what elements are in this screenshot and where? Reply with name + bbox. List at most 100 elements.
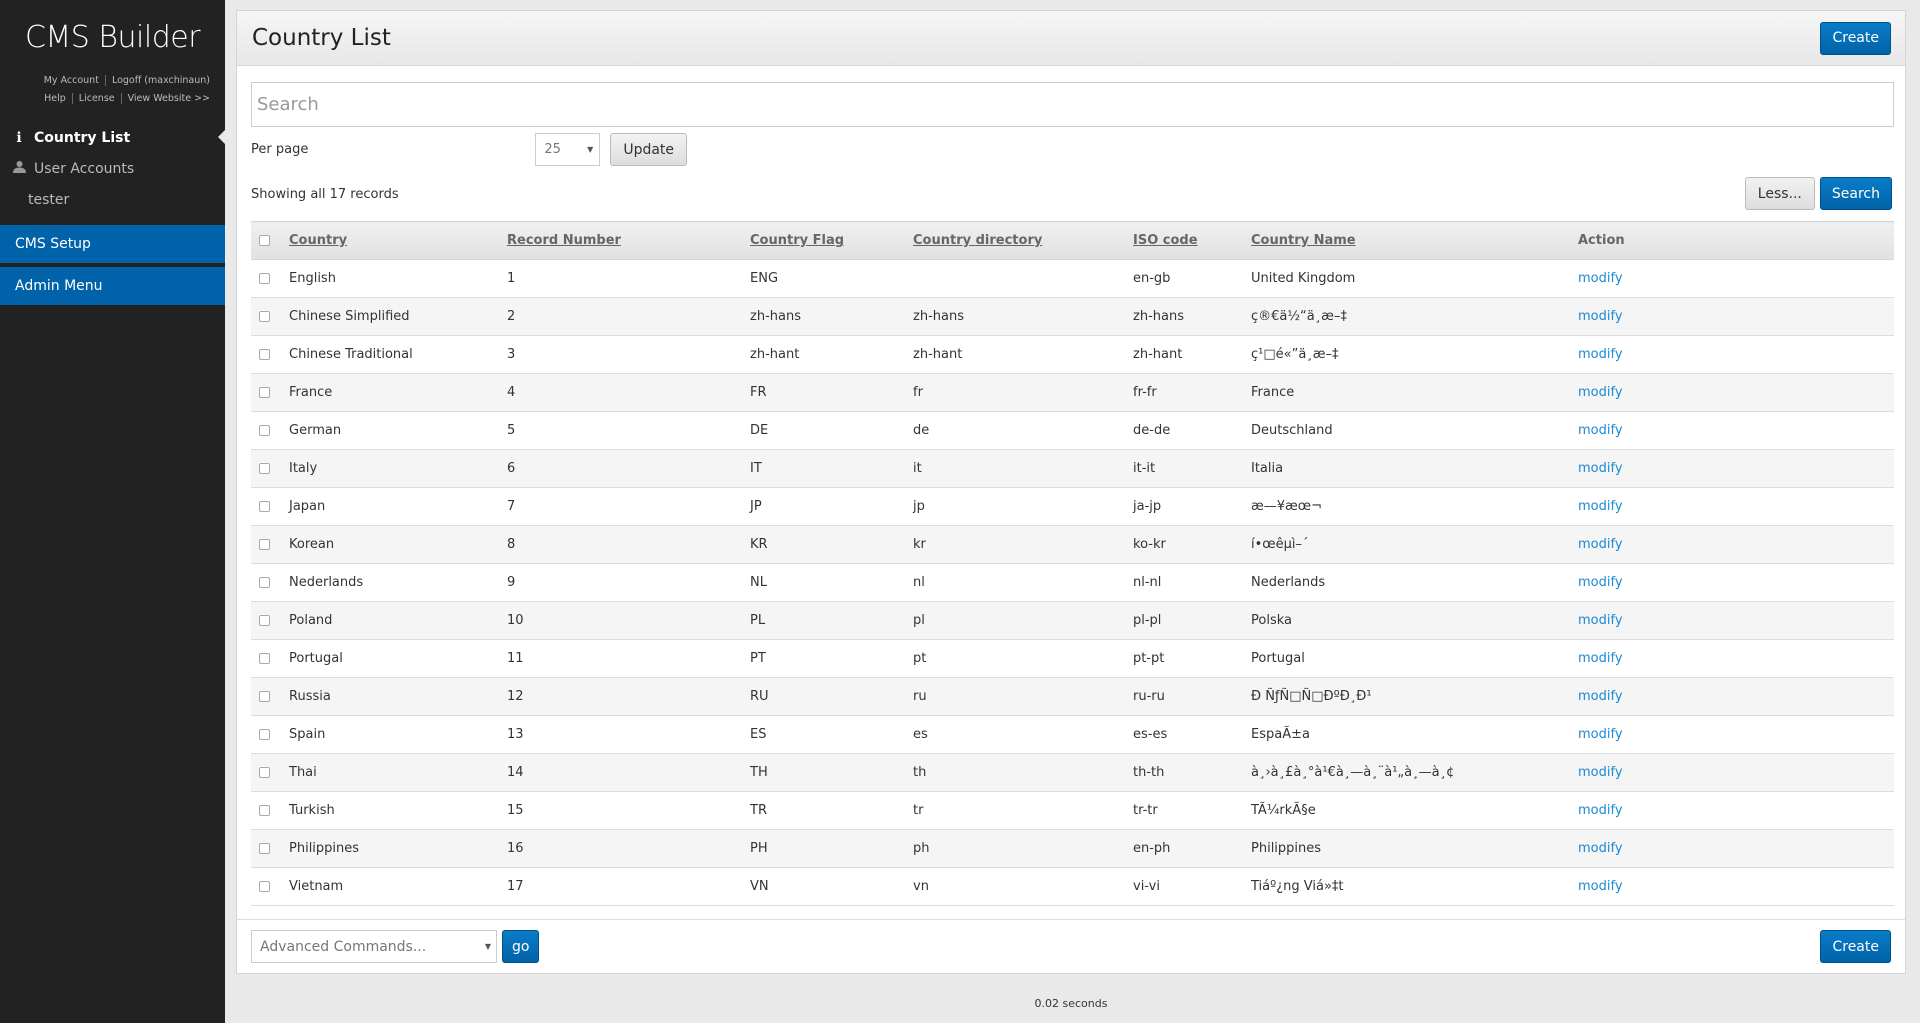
row-checkbox[interactable] — [259, 805, 270, 816]
table-cell: RU — [750, 677, 913, 716]
logoff-link[interactable]: Logoff (maxchinaun) — [111, 75, 210, 86]
my-account-link[interactable]: My Account — [43, 75, 99, 86]
row-checkbox[interactable] — [259, 729, 270, 740]
table-row: Poland 10 PL pl pl-pl Polska modify — [251, 601, 1894, 640]
table-cell: vi-vi — [1133, 867, 1251, 906]
row-checkbox[interactable] — [259, 767, 270, 778]
modify-link[interactable]: modify — [1578, 271, 1623, 286]
info-icon: ℹ — [16, 129, 22, 146]
table-cell: France — [289, 373, 507, 412]
table-cell: modify — [1578, 297, 1894, 336]
advanced-commands-select[interactable]: Advanced Commands... ▼ — [251, 930, 497, 963]
row-checkbox[interactable] — [259, 691, 270, 702]
modify-link[interactable]: modify — [1578, 347, 1623, 362]
row-checkbox[interactable] — [259, 653, 270, 664]
go-button[interactable]: go — [502, 930, 540, 963]
per-page-select[interactable]: 25 ▼ — [535, 133, 601, 166]
row-checkbox[interactable] — [259, 463, 270, 474]
sidebar-item-user-accounts[interactable]: User Accounts — [0, 153, 225, 184]
row-checkbox[interactable] — [259, 311, 270, 322]
table-row: Japan 7 JP jp ja-jp æ—¥æœ¬ modify — [251, 487, 1894, 526]
modify-link[interactable]: modify — [1578, 841, 1623, 856]
sidebar-section-cms-setup[interactable]: CMS Setup — [0, 225, 225, 263]
checkbox-cell — [251, 753, 289, 792]
modify-link[interactable]: modify — [1578, 575, 1623, 590]
table-cell: Deutschland — [1251, 411, 1578, 450]
column-header[interactable]: Country directory — [913, 221, 1133, 260]
table-cell: DE — [750, 411, 913, 450]
row-checkbox[interactable] — [259, 539, 270, 550]
table-cell: ph — [913, 829, 1133, 868]
column-header[interactable]: ISO code — [1133, 221, 1251, 260]
page-timing: 0.02 seconds — [1034, 997, 1108, 1010]
table-cell: it — [913, 449, 1133, 488]
checkbox-cell — [251, 677, 289, 716]
table-cell: Italia — [1251, 449, 1578, 488]
row-checkbox[interactable] — [259, 501, 270, 512]
row-checkbox[interactable] — [259, 577, 270, 588]
table-cell: Poland — [289, 601, 507, 640]
table-cell: Chinese Traditional — [289, 335, 507, 374]
checkbox-cell — [251, 639, 289, 678]
help-link[interactable]: Help — [44, 93, 66, 104]
sidebar-item-tester[interactable]: tester — [0, 184, 225, 215]
modify-link[interactable]: modify — [1578, 461, 1623, 476]
license-link[interactable]: License — [78, 93, 115, 104]
table-cell: à¸›à¸£à¸°à¹€à¸—à¸¨à¹„à¸—à¸¢ — [1251, 753, 1578, 792]
user-icon — [10, 160, 28, 177]
select-all-checkbox[interactable] — [259, 235, 270, 246]
modify-link[interactable]: modify — [1578, 385, 1623, 400]
modify-link[interactable]: modify — [1578, 613, 1623, 628]
view-website-link[interactable]: View Website >> — [127, 93, 210, 104]
row-checkbox[interactable] — [259, 881, 270, 892]
row-checkbox[interactable] — [259, 273, 270, 284]
table-cell: modify — [1578, 601, 1894, 640]
modify-link[interactable]: modify — [1578, 309, 1623, 324]
modify-link[interactable]: modify — [1578, 727, 1623, 742]
modify-link[interactable]: modify — [1578, 537, 1623, 552]
modify-link[interactable]: modify — [1578, 879, 1623, 894]
table-cell: 8 — [507, 525, 750, 564]
per-page-label: Per page — [251, 142, 309, 157]
search-input[interactable]: Search — [251, 82, 1894, 127]
modify-link[interactable]: modify — [1578, 765, 1623, 780]
table-cell: zh-hans — [750, 297, 913, 336]
modify-link[interactable]: modify — [1578, 651, 1623, 666]
checkbox-cell — [251, 867, 289, 906]
table-cell: Vietnam — [289, 867, 507, 906]
table-cell: pt — [913, 639, 1133, 678]
table-cell: 2 — [507, 297, 750, 336]
row-checkbox[interactable] — [259, 425, 270, 436]
table-cell: th-th — [1133, 753, 1251, 792]
sidebar-item-country-list[interactable]: ℹ Country List — [0, 122, 225, 153]
less-button[interactable]: Less... — [1744, 177, 1815, 210]
table-cell: TÃ¼rkÃ§e — [1251, 791, 1578, 830]
row-checkbox[interactable] — [259, 843, 270, 854]
create-button[interactable]: Create — [1820, 21, 1891, 55]
column-header[interactable]: Country — [289, 221, 507, 260]
row-checkbox[interactable] — [259, 349, 270, 360]
table-cell: zh-hant — [913, 335, 1133, 374]
table-cell: PH — [750, 829, 913, 868]
modify-link[interactable]: modify — [1578, 803, 1623, 818]
header-checkbox-cell — [251, 221, 289, 260]
table-cell: 14 — [507, 753, 750, 792]
update-button[interactable]: Update — [610, 133, 688, 166]
checkbox-cell — [251, 259, 289, 298]
create-button-bottom[interactable]: Create — [1820, 930, 1891, 963]
row-checkbox[interactable] — [259, 615, 270, 626]
sidebar-section-admin-menu[interactable]: Admin Menu — [0, 267, 225, 305]
modify-link[interactable]: modify — [1578, 423, 1623, 438]
table-cell: ENG — [750, 259, 913, 298]
modify-link[interactable]: modify — [1578, 499, 1623, 514]
column-header[interactable]: Record Number — [507, 221, 750, 260]
table-row: Chinese Simplified 2 zh-hans zh-hans zh-hans… — [251, 297, 1894, 336]
search-button[interactable]: Search — [1819, 177, 1892, 210]
table-cell: 5 — [507, 411, 750, 450]
column-header[interactable]: Country Flag — [750, 221, 913, 260]
modify-link[interactable]: modify — [1578, 689, 1623, 704]
table-cell: NL — [750, 563, 913, 602]
column-header[interactable]: Country Name — [1251, 221, 1578, 260]
country-table: Country Record Number Country Flag Country … — [251, 221, 1894, 906]
row-checkbox[interactable] — [259, 387, 270, 398]
